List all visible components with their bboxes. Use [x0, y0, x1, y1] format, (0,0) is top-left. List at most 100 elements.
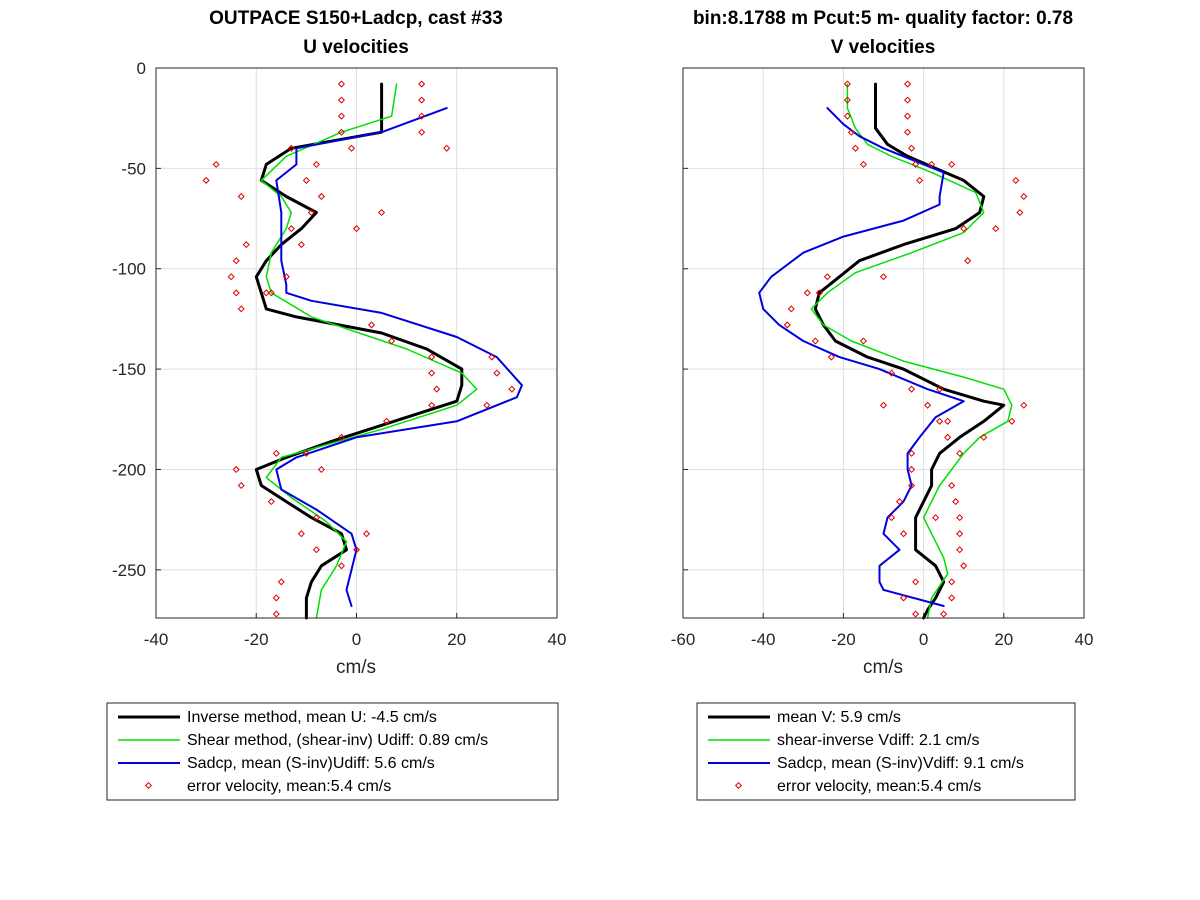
- left-y-tick-label: 0: [137, 59, 146, 78]
- right-legend-label-sadcp: Sadcp, mean (S-inv)Vdiff: 9.1 cm/s: [777, 755, 1024, 772]
- left-error-point: [418, 128, 426, 136]
- left-error-point: [232, 257, 240, 265]
- right-series-line-1: [810, 83, 1013, 619]
- right-error-point: [956, 449, 964, 457]
- right-error-point: [964, 257, 972, 265]
- right-error-point: [843, 96, 851, 104]
- left-x-tick-label: 20: [447, 630, 466, 649]
- right-error-point: [1020, 401, 1028, 409]
- right-error-point: [940, 610, 948, 618]
- left-series-line-2: [275, 107, 523, 607]
- left-error-point: [297, 241, 305, 249]
- left-panel: OUTPACE S150+Ladcp, cast #33 U velocitie…: [106, 8, 566, 801]
- left-x-tick-label: -20: [244, 630, 269, 649]
- left-error-point: [272, 594, 280, 602]
- right-error-point: [1020, 192, 1028, 201]
- left-error-point: [237, 305, 245, 313]
- left-legend-marker-error: [144, 781, 153, 790]
- right-error-point: [887, 369, 896, 377]
- right-error-point: [912, 160, 920, 168]
- left-error-point: [418, 96, 426, 104]
- right-error-point: [960, 225, 968, 233]
- right-error-point: [904, 96, 912, 104]
- right-error-point: [1008, 417, 1016, 425]
- left-y-tick-label: -100: [112, 260, 146, 279]
- right-x-tick-label: 0: [919, 630, 928, 649]
- right-error-point: [912, 578, 920, 586]
- right-error-point: [916, 176, 924, 184]
- right-error-point: [900, 594, 908, 602]
- left-series-line-1: [260, 83, 478, 619]
- left-legend-label-shear: Shear method, (shear-inv) Udiff: 0.89 cm…: [187, 732, 488, 749]
- left-error-point: [428, 353, 436, 361]
- left-error-point: [337, 112, 345, 120]
- left-legend-label-error: error velocity, mean:5.4 cm/s: [187, 778, 391, 795]
- right-error-point: [948, 160, 956, 168]
- right-legend-marker-error: [734, 781, 743, 790]
- left-y-tick-label: -50: [121, 159, 146, 178]
- right-error-point: [811, 337, 819, 345]
- left-error-point: [287, 144, 295, 152]
- right-error-point: [956, 514, 964, 522]
- left-chart-title: OUTPACE S150+Ladcp, cast #33: [209, 8, 503, 29]
- left-error-point: [312, 160, 320, 168]
- left-error-point: [287, 225, 295, 233]
- right-error-point: [948, 594, 956, 602]
- right-legend-label-mean: mean V: 5.9 cm/s: [777, 709, 901, 726]
- left-error-point: [418, 80, 426, 88]
- left-legend-label-inverse: Inverse method, mean U: -4.5 cm/s: [187, 709, 437, 726]
- right-error-point: [908, 144, 916, 152]
- right-x-tick-label: 40: [1075, 630, 1094, 649]
- left-error-point: [388, 337, 396, 345]
- right-error-point: [948, 481, 956, 490]
- right-legend-label-shear: shear-inverse Vdiff: 2.1 cm/s: [777, 732, 979, 749]
- right-legend: mean V: 5.9 cm/s shear-inverse Vdiff: 2.…: [696, 702, 1076, 801]
- left-ticks: -40 -20 0 20 400-50-100-150-200-250: [112, 59, 566, 649]
- left-y-tick-label: -250: [112, 561, 146, 580]
- right-error-point: [980, 433, 988, 441]
- left-error-point: [352, 225, 361, 233]
- left-y-tick-label: -150: [112, 360, 146, 379]
- right-x-tick-label: -60: [671, 630, 696, 649]
- left-error-point: [443, 144, 451, 152]
- right-error-point: [900, 530, 908, 538]
- right-error-point: [904, 128, 912, 136]
- right-series: [758, 80, 1028, 620]
- left-x-tick-label: 0: [352, 630, 361, 649]
- left-error-point: [368, 321, 376, 329]
- left-error-point: [483, 401, 491, 409]
- right-error-point: [896, 498, 904, 506]
- left-error-point: [317, 192, 325, 201]
- right-series-line-2: [758, 107, 965, 607]
- left-error-point: [272, 449, 280, 457]
- right-error-point: [960, 562, 968, 570]
- left-error-point: [312, 514, 320, 522]
- right-error-point: [944, 417, 952, 425]
- right-error-point: [952, 498, 960, 506]
- left-legend-box: [106, 702, 559, 801]
- right-error-point: [908, 449, 916, 457]
- right-error-point: [992, 225, 1000, 233]
- left-error-point: [212, 160, 220, 168]
- left-error-point: [302, 176, 310, 184]
- left-error-point: [237, 192, 245, 201]
- left-error-point: [277, 578, 285, 586]
- left-error-point: [493, 369, 501, 377]
- right-error-point: [859, 160, 867, 168]
- left-error-point: [232, 289, 240, 297]
- right-error-point: [908, 385, 916, 393]
- right-legend-label-error: error velocity, mean:5.4 cm/s: [777, 778, 981, 795]
- left-error-point: [202, 176, 210, 184]
- right-error-point: [879, 401, 888, 409]
- left-error-point: [317, 465, 325, 473]
- right-error-point: [956, 530, 964, 538]
- left-error-point: [352, 546, 361, 554]
- right-panel: bin:8.1788 m Pcut:5 m- quality factor: 0…: [671, 8, 1094, 801]
- left-error-point: [508, 385, 516, 393]
- right-x-tick-label: 20: [994, 630, 1013, 649]
- right-error-point: [803, 289, 811, 297]
- right-ticks: -60 -40 -20 0 20 40: [671, 67, 1094, 649]
- right-plot-frame: [682, 67, 1085, 619]
- left-error-point: [267, 498, 275, 506]
- left-error-point: [237, 481, 245, 490]
